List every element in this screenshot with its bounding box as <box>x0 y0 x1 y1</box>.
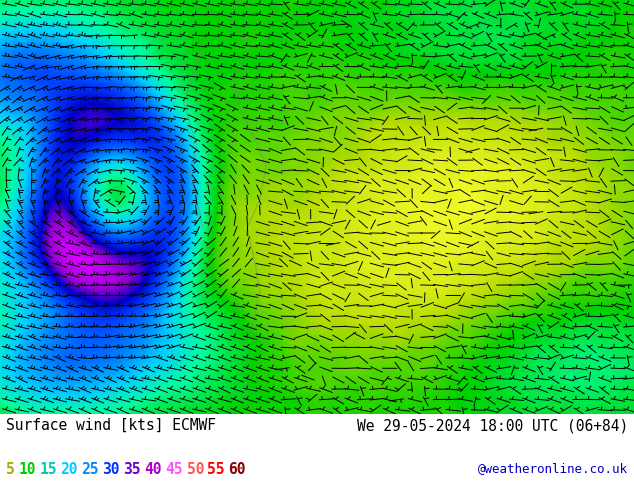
Text: @weatheronline.co.uk: @weatheronline.co.uk <box>478 462 628 475</box>
Text: 15: 15 <box>39 462 57 477</box>
Text: 60: 60 <box>228 462 246 477</box>
Text: 10: 10 <box>18 462 36 477</box>
Text: 5: 5 <box>6 462 15 477</box>
Text: 35: 35 <box>124 462 141 477</box>
Text: 20: 20 <box>60 462 78 477</box>
Text: 50: 50 <box>186 462 204 477</box>
Text: 30: 30 <box>103 462 120 477</box>
Text: 40: 40 <box>145 462 162 477</box>
Text: 55: 55 <box>207 462 225 477</box>
Text: Surface wind [kts] ECMWF: Surface wind [kts] ECMWF <box>6 418 216 433</box>
Text: 25: 25 <box>82 462 99 477</box>
Text: We 29-05-2024 18:00 UTC (06+84): We 29-05-2024 18:00 UTC (06+84) <box>357 418 628 433</box>
Text: 45: 45 <box>165 462 183 477</box>
